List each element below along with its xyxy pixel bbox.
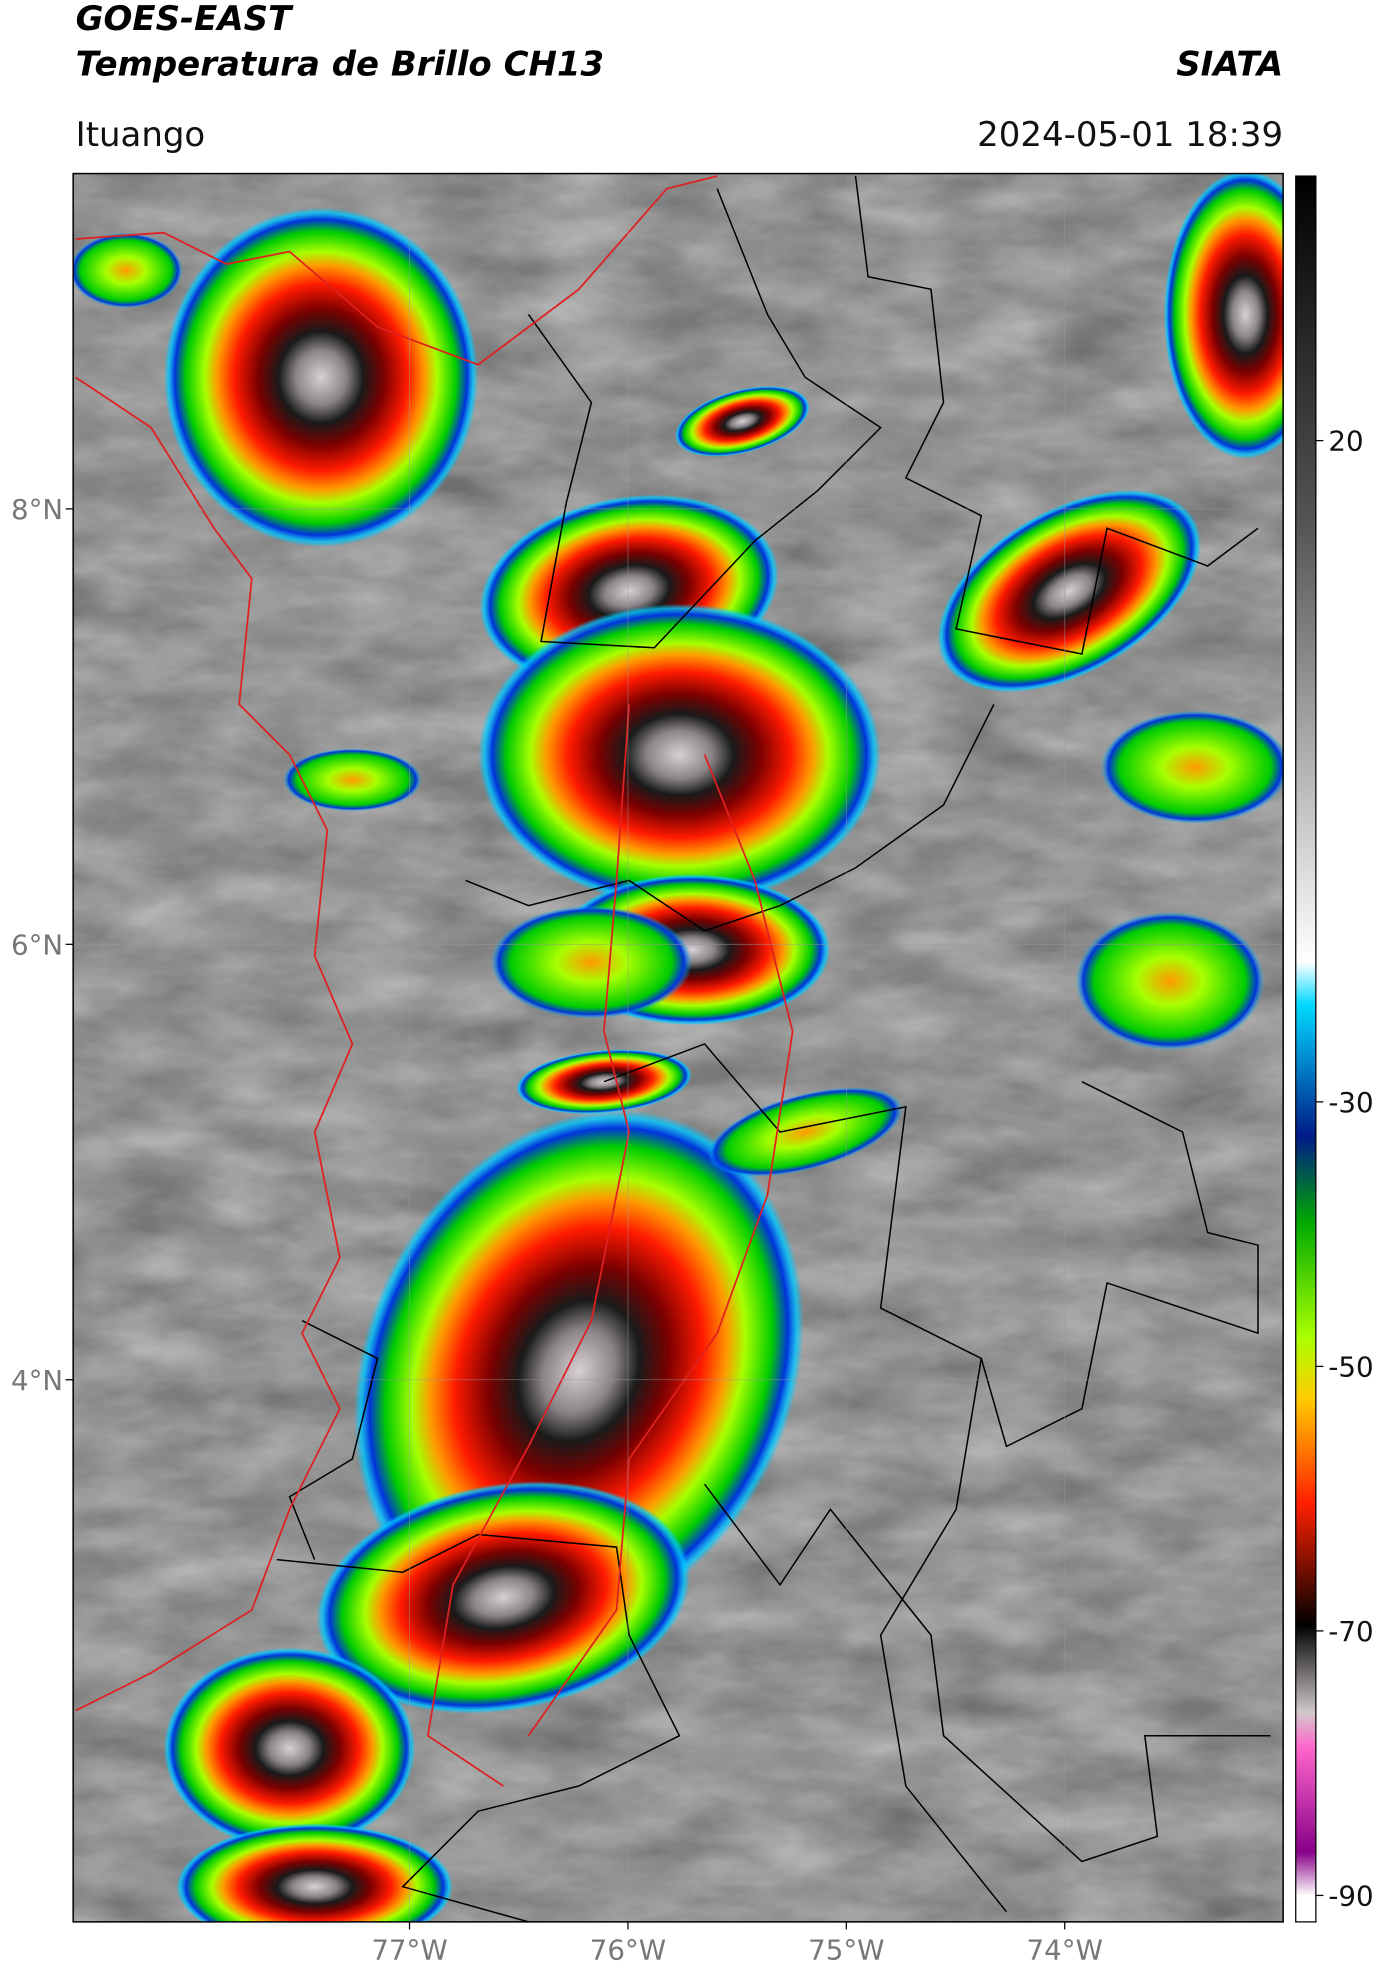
lon-tick-label: 76°W bbox=[590, 1934, 666, 1967]
lat-tick-label: 4°N bbox=[11, 1364, 63, 1397]
axes: 77°W 76°W 75°W 74°W 8°N 6°N 4°N bbox=[11, 493, 1103, 1967]
colorbar-tick-label: -90 bbox=[1328, 1879, 1373, 1912]
timestamp: 2024-05-01 18:39 bbox=[977, 115, 1283, 155]
graticule bbox=[73, 173, 1284, 1922]
satellite-image bbox=[73, 173, 1284, 1922]
cloud-top bbox=[490, 905, 692, 1019]
cloud-top bbox=[283, 748, 422, 812]
map-frame bbox=[72, 172, 1284, 1923]
lon-tick-label: 74°W bbox=[1027, 1934, 1103, 1967]
cloud-top bbox=[937, 489, 1202, 693]
colorbar bbox=[1295, 175, 1317, 1923]
lon-tick-label: 77°W bbox=[371, 1934, 447, 1967]
lat-tick-label: 8°N bbox=[11, 493, 63, 526]
subtitle: Temperatura de Brillo CH13 bbox=[76, 44, 604, 84]
cloud-top bbox=[73, 232, 183, 309]
colorbar-tick-label: -30 bbox=[1328, 1086, 1373, 1119]
cloud-top bbox=[707, 1087, 903, 1177]
lat-tick-label: 6°N bbox=[11, 928, 63, 961]
cloud-top bbox=[1163, 173, 1284, 460]
colorbar-tick-label: -50 bbox=[1328, 1350, 1373, 1383]
title: GOES-EAST bbox=[76, 0, 294, 39]
cloud-top bbox=[176, 1823, 453, 1922]
location: Ituango bbox=[76, 115, 206, 155]
cloud-top bbox=[478, 603, 881, 906]
cloud-top bbox=[316, 1481, 691, 1714]
lon-tick-label: 75°W bbox=[808, 1934, 884, 1967]
cloud-top bbox=[163, 207, 479, 548]
borders bbox=[276, 175, 1271, 1922]
cloud-top bbox=[674, 386, 810, 457]
cloud-top bbox=[163, 1647, 416, 1849]
colorbar-tick-label: 20 bbox=[1328, 425, 1363, 458]
boundaries bbox=[75, 175, 794, 1787]
colorbar-ticks: 20 -30 -50 -70 -90 bbox=[1315, 425, 1374, 1912]
source: SIATA bbox=[1176, 44, 1283, 84]
colorbar-tick-label: -70 bbox=[1328, 1615, 1373, 1648]
cloud-top bbox=[1100, 710, 1284, 824]
cloud-top bbox=[1075, 911, 1265, 1051]
